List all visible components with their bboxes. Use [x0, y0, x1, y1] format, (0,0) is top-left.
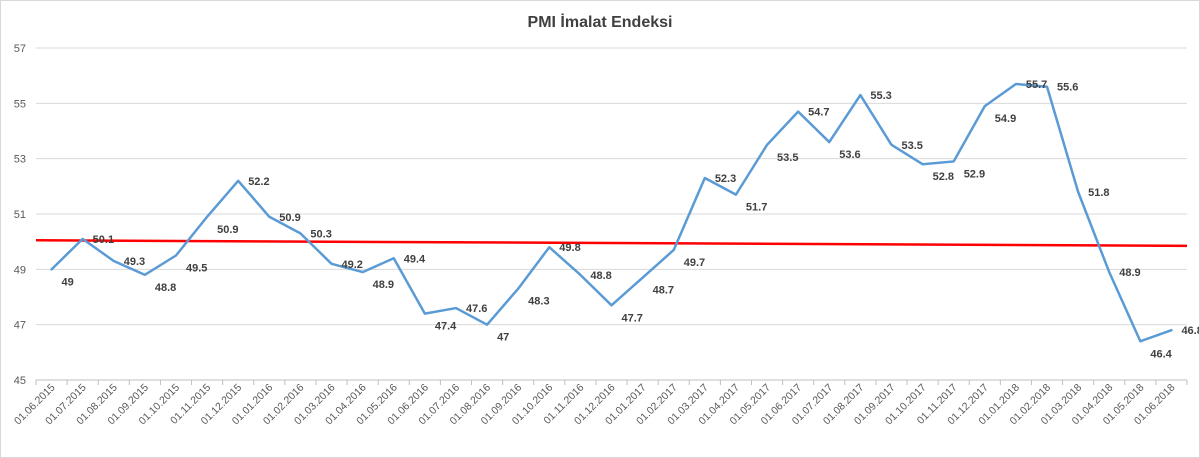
data-label: 50.3	[310, 228, 331, 240]
data-label: 50.9	[217, 224, 238, 236]
data-label: 52.2	[248, 176, 269, 188]
data-label: 47.6	[466, 303, 487, 315]
data-label: 53.5	[777, 152, 798, 164]
data-label: 49.3	[124, 256, 145, 268]
y-tick-label: 47	[14, 320, 26, 332]
data-labels: 49 50.1 49.3 48.8 49.5 50.9 52.2 50.9 50.3 49.2 48…	[62, 79, 1199, 360]
data-label: 55.6	[1057, 82, 1078, 94]
x-axis: 01.06.201501.07.201501.08.201501.09.2015…	[12, 379, 1188, 427]
chart-title: PMI İmalat Endeksi	[528, 13, 673, 31]
y-tick-label: 57	[14, 43, 26, 55]
data-label: 48.8	[590, 270, 611, 282]
data-label: 47	[497, 332, 509, 344]
data-label: 48.9	[1119, 267, 1140, 279]
data-label: 48.8	[155, 282, 176, 294]
trendline-group	[35, 239, 1188, 248]
data-label: 49.2	[342, 259, 363, 271]
data-label: 47.7	[622, 312, 643, 324]
data-label: 52.9	[964, 168, 985, 180]
data-label: 52.8	[933, 171, 954, 183]
data-label: 53.6	[839, 149, 860, 161]
series-group	[50, 82, 1173, 343]
y-axis: 45 47 49 51 53 55 57	[14, 43, 26, 387]
data-label: 49.8	[559, 242, 580, 254]
data-label: 53.5	[901, 140, 922, 152]
y-tick-label: 45	[14, 375, 26, 387]
data-label: 49.7	[684, 257, 705, 269]
data-label: 55.7	[1026, 79, 1047, 91]
data-label: 54.9	[995, 113, 1016, 125]
series-line	[50, 82, 1173, 343]
data-label: 51.8	[1088, 187, 1109, 199]
data-label: 48.3	[528, 296, 549, 308]
data-label: 49	[62, 276, 74, 288]
data-label: 50.9	[279, 212, 300, 224]
y-tick-label: 51	[14, 209, 26, 221]
data-label: 47.4	[435, 321, 457, 333]
data-label: 46.8	[1181, 325, 1199, 337]
data-label: 49.5	[186, 263, 207, 275]
data-label: 51.7	[746, 202, 767, 214]
y-tick-label: 55	[14, 98, 26, 110]
data-label: 54.7	[808, 107, 829, 119]
y-tick-label: 49	[14, 264, 26, 276]
data-label: 55.3	[870, 90, 891, 102]
gridlines	[36, 47, 1187, 381]
data-label: 49.4	[404, 253, 426, 265]
data-label: 52.3	[715, 173, 736, 185]
y-tick-label: 53	[14, 154, 26, 166]
trendline	[35, 239, 1188, 248]
data-label: 50.1	[93, 234, 114, 246]
data-label: 48.7	[653, 285, 674, 297]
data-label: 46.4	[1150, 348, 1172, 360]
data-label: 48.9	[373, 279, 394, 291]
